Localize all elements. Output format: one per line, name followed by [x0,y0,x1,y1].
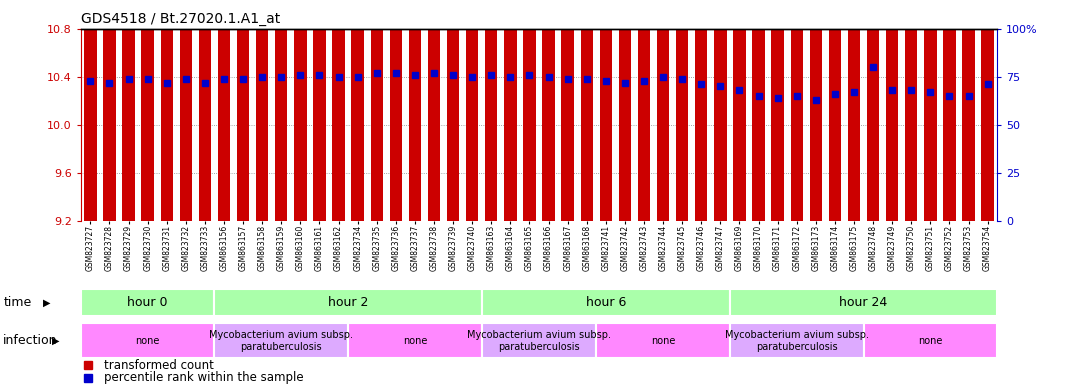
Bar [733,0,746,221]
Text: Mycobacterium avium subsp.
paratuberculosis: Mycobacterium avium subsp. paratuberculo… [724,330,869,352]
Bar [730,323,863,358]
Bar [867,0,880,221]
Bar [215,289,482,316]
Bar [123,0,135,221]
Bar [695,0,707,221]
Bar [275,0,288,221]
Bar [218,0,231,221]
Text: none: none [651,336,675,346]
Bar [505,0,516,221]
Bar [198,0,211,221]
Bar [581,0,593,221]
Bar [906,0,917,221]
Bar [482,323,596,358]
Bar [963,0,975,221]
Text: infection: infection [3,334,58,347]
Text: none: none [918,336,942,346]
Bar [676,0,689,221]
Bar [981,0,994,221]
Text: none: none [136,336,160,346]
Bar [619,0,631,221]
Text: none: none [403,336,427,346]
Bar [371,0,383,221]
Bar [237,0,249,221]
Bar [294,0,306,221]
Bar [389,0,402,221]
Bar [81,323,215,358]
Bar [943,0,955,221]
Text: hour 0: hour 0 [127,296,168,309]
Bar [485,0,497,221]
Text: Mycobacterium avium subsp.
paratuberculosis: Mycobacterium avium subsp. paratuberculo… [209,330,354,352]
Bar [348,323,482,358]
Bar [81,289,215,316]
Bar [428,0,440,221]
Bar [482,289,730,316]
Bar [772,0,784,221]
Bar [863,323,997,358]
Bar [829,0,841,221]
Bar [523,0,536,221]
Bar [103,0,115,221]
Bar [638,0,650,221]
Bar [351,0,364,221]
Text: hour 24: hour 24 [840,296,887,309]
Text: ▶: ▶ [52,336,59,346]
Bar [924,0,937,221]
Text: hour 2: hour 2 [328,296,369,309]
Bar [886,0,898,221]
Bar [215,323,348,358]
Bar [810,0,823,221]
Bar [599,0,612,221]
Bar [752,0,764,221]
Text: transformed count: transformed count [103,359,213,372]
Text: percentile rank within the sample: percentile rank within the sample [103,371,303,384]
Bar [141,0,154,221]
Bar [447,0,459,221]
Bar [332,0,345,221]
Bar [466,0,479,221]
Bar [790,0,803,221]
Bar [409,0,421,221]
Bar [161,0,172,221]
Text: ▶: ▶ [43,297,51,308]
Text: time: time [3,296,31,309]
Bar [84,0,97,221]
Text: GDS4518 / Bt.27020.1.A1_at: GDS4518 / Bt.27020.1.A1_at [81,12,280,25]
Bar [255,0,268,221]
Text: hour 6: hour 6 [585,296,626,309]
Bar [657,0,669,221]
Bar [314,0,326,221]
Bar [596,323,730,358]
Bar [730,289,997,316]
Bar [714,0,727,221]
Bar [542,0,555,221]
Bar [847,0,860,221]
Bar [562,0,573,221]
Text: Mycobacterium avium subsp.
paratuberculosis: Mycobacterium avium subsp. paratuberculo… [467,330,611,352]
Bar [180,0,192,221]
